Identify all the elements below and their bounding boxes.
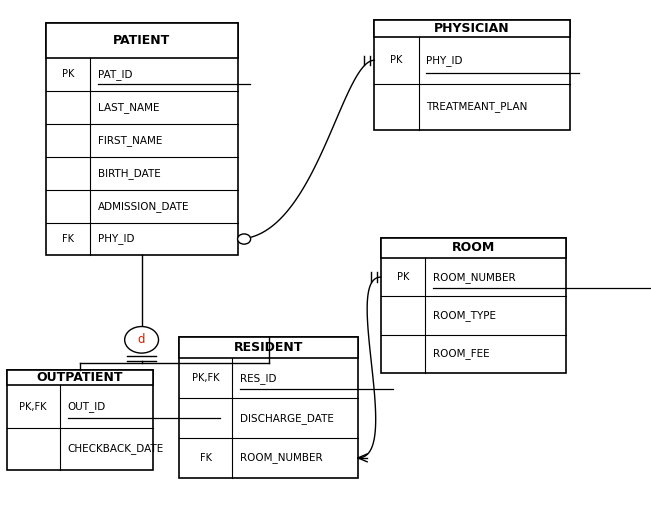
Text: FK: FK — [62, 234, 74, 244]
Text: CHECKBACK_DATE: CHECKBACK_DATE — [68, 444, 164, 454]
Circle shape — [125, 327, 159, 353]
Text: PHY_ID: PHY_ID — [98, 234, 134, 244]
Bar — [374, 20, 570, 130]
Text: LAST_NAME: LAST_NAME — [98, 102, 159, 113]
Text: PK: PK — [396, 272, 409, 282]
Text: ADMISSION_DATE: ADMISSION_DATE — [98, 201, 189, 212]
Bar — [374, 20, 570, 37]
Text: RES_ID: RES_ID — [240, 373, 277, 384]
Text: PK: PK — [390, 55, 403, 65]
Text: RESIDENT: RESIDENT — [234, 341, 303, 354]
Bar — [381, 238, 566, 373]
Text: d: d — [138, 333, 145, 346]
Bar — [46, 23, 238, 256]
Text: DISCHARGE_DATE: DISCHARGE_DATE — [240, 412, 334, 424]
Text: PHY_ID: PHY_ID — [426, 55, 463, 66]
Text: PK,FK: PK,FK — [20, 402, 47, 411]
Bar — [46, 23, 238, 58]
Circle shape — [238, 234, 251, 244]
Text: OUT_ID: OUT_ID — [68, 401, 106, 412]
Bar — [179, 337, 358, 358]
Text: ROOM_TYPE: ROOM_TYPE — [433, 310, 496, 321]
Text: FK: FK — [200, 453, 212, 463]
Text: PAT_ID: PAT_ID — [98, 69, 132, 80]
Text: BIRTH_DATE: BIRTH_DATE — [98, 168, 160, 179]
Text: PHYSICIAN: PHYSICIAN — [434, 22, 510, 35]
Text: PK: PK — [61, 69, 74, 79]
Bar — [179, 337, 358, 478]
Text: FIRST_NAME: FIRST_NAME — [98, 135, 162, 146]
Text: PATIENT: PATIENT — [113, 34, 170, 47]
Text: ROOM_NUMBER: ROOM_NUMBER — [433, 272, 516, 283]
Text: OUTPATIENT: OUTPATIENT — [36, 371, 123, 384]
Text: ROOM_NUMBER: ROOM_NUMBER — [240, 452, 323, 463]
Bar — [381, 238, 566, 258]
Text: ROOM_FEE: ROOM_FEE — [433, 349, 490, 359]
Text: ROOM: ROOM — [452, 241, 495, 254]
Text: PK,FK: PK,FK — [192, 373, 219, 383]
Bar — [7, 370, 153, 385]
Text: TREATMEANT_PLAN: TREATMEANT_PLAN — [426, 102, 528, 112]
Bar — [7, 370, 153, 470]
